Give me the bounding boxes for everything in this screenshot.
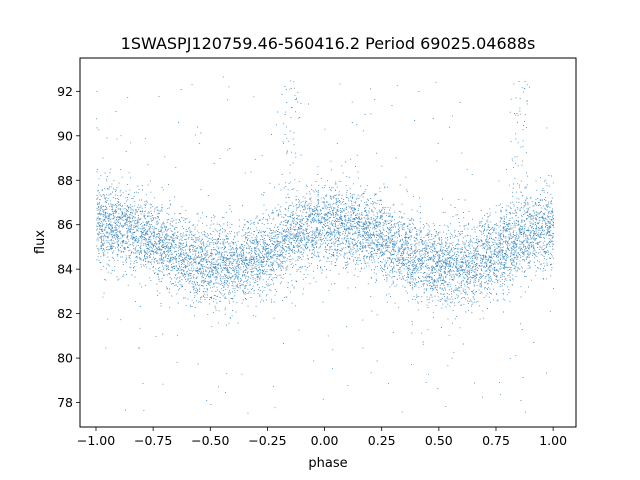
x-axis: −1.00 −0.75 −0.50 −0.25 0.00 0.25 0.50 0.75 1.00 [77, 427, 567, 448]
x-tick-label: 0.25 [368, 433, 396, 448]
x-tick-label: −0.75 [134, 433, 172, 448]
y-tick-label: 82 [57, 306, 73, 321]
x-axis-label: phase [308, 456, 347, 471]
x-tick-label: −0.25 [248, 433, 286, 448]
x-tick-label: 0.50 [425, 433, 453, 448]
data-points [96, 76, 554, 414]
scatter-points [96, 76, 554, 414]
y-tick-label: 90 [57, 128, 73, 143]
chart-title: 1SWASPJ120759.46-560416.2 Period 69025.0… [121, 34, 536, 53]
y-tick-label: 78 [57, 395, 73, 410]
x-tick-label: 0.00 [311, 433, 339, 448]
y-tick-label: 80 [57, 351, 73, 366]
y-axis-label: flux [33, 230, 48, 254]
y-axis: 78 80 82 84 86 88 90 92 [57, 84, 80, 410]
x-tick-label: −0.50 [191, 433, 229, 448]
y-tick-label: 86 [57, 217, 73, 232]
plot-frame [79, 57, 577, 428]
y-tick-label: 84 [57, 262, 73, 277]
y-tick-label: 88 [57, 173, 73, 188]
x-tick-label: 0.75 [482, 433, 510, 448]
x-tick-label: −1.00 [77, 433, 115, 448]
x-tick-label: 1.00 [539, 433, 567, 448]
y-tick-label: 92 [57, 84, 73, 99]
